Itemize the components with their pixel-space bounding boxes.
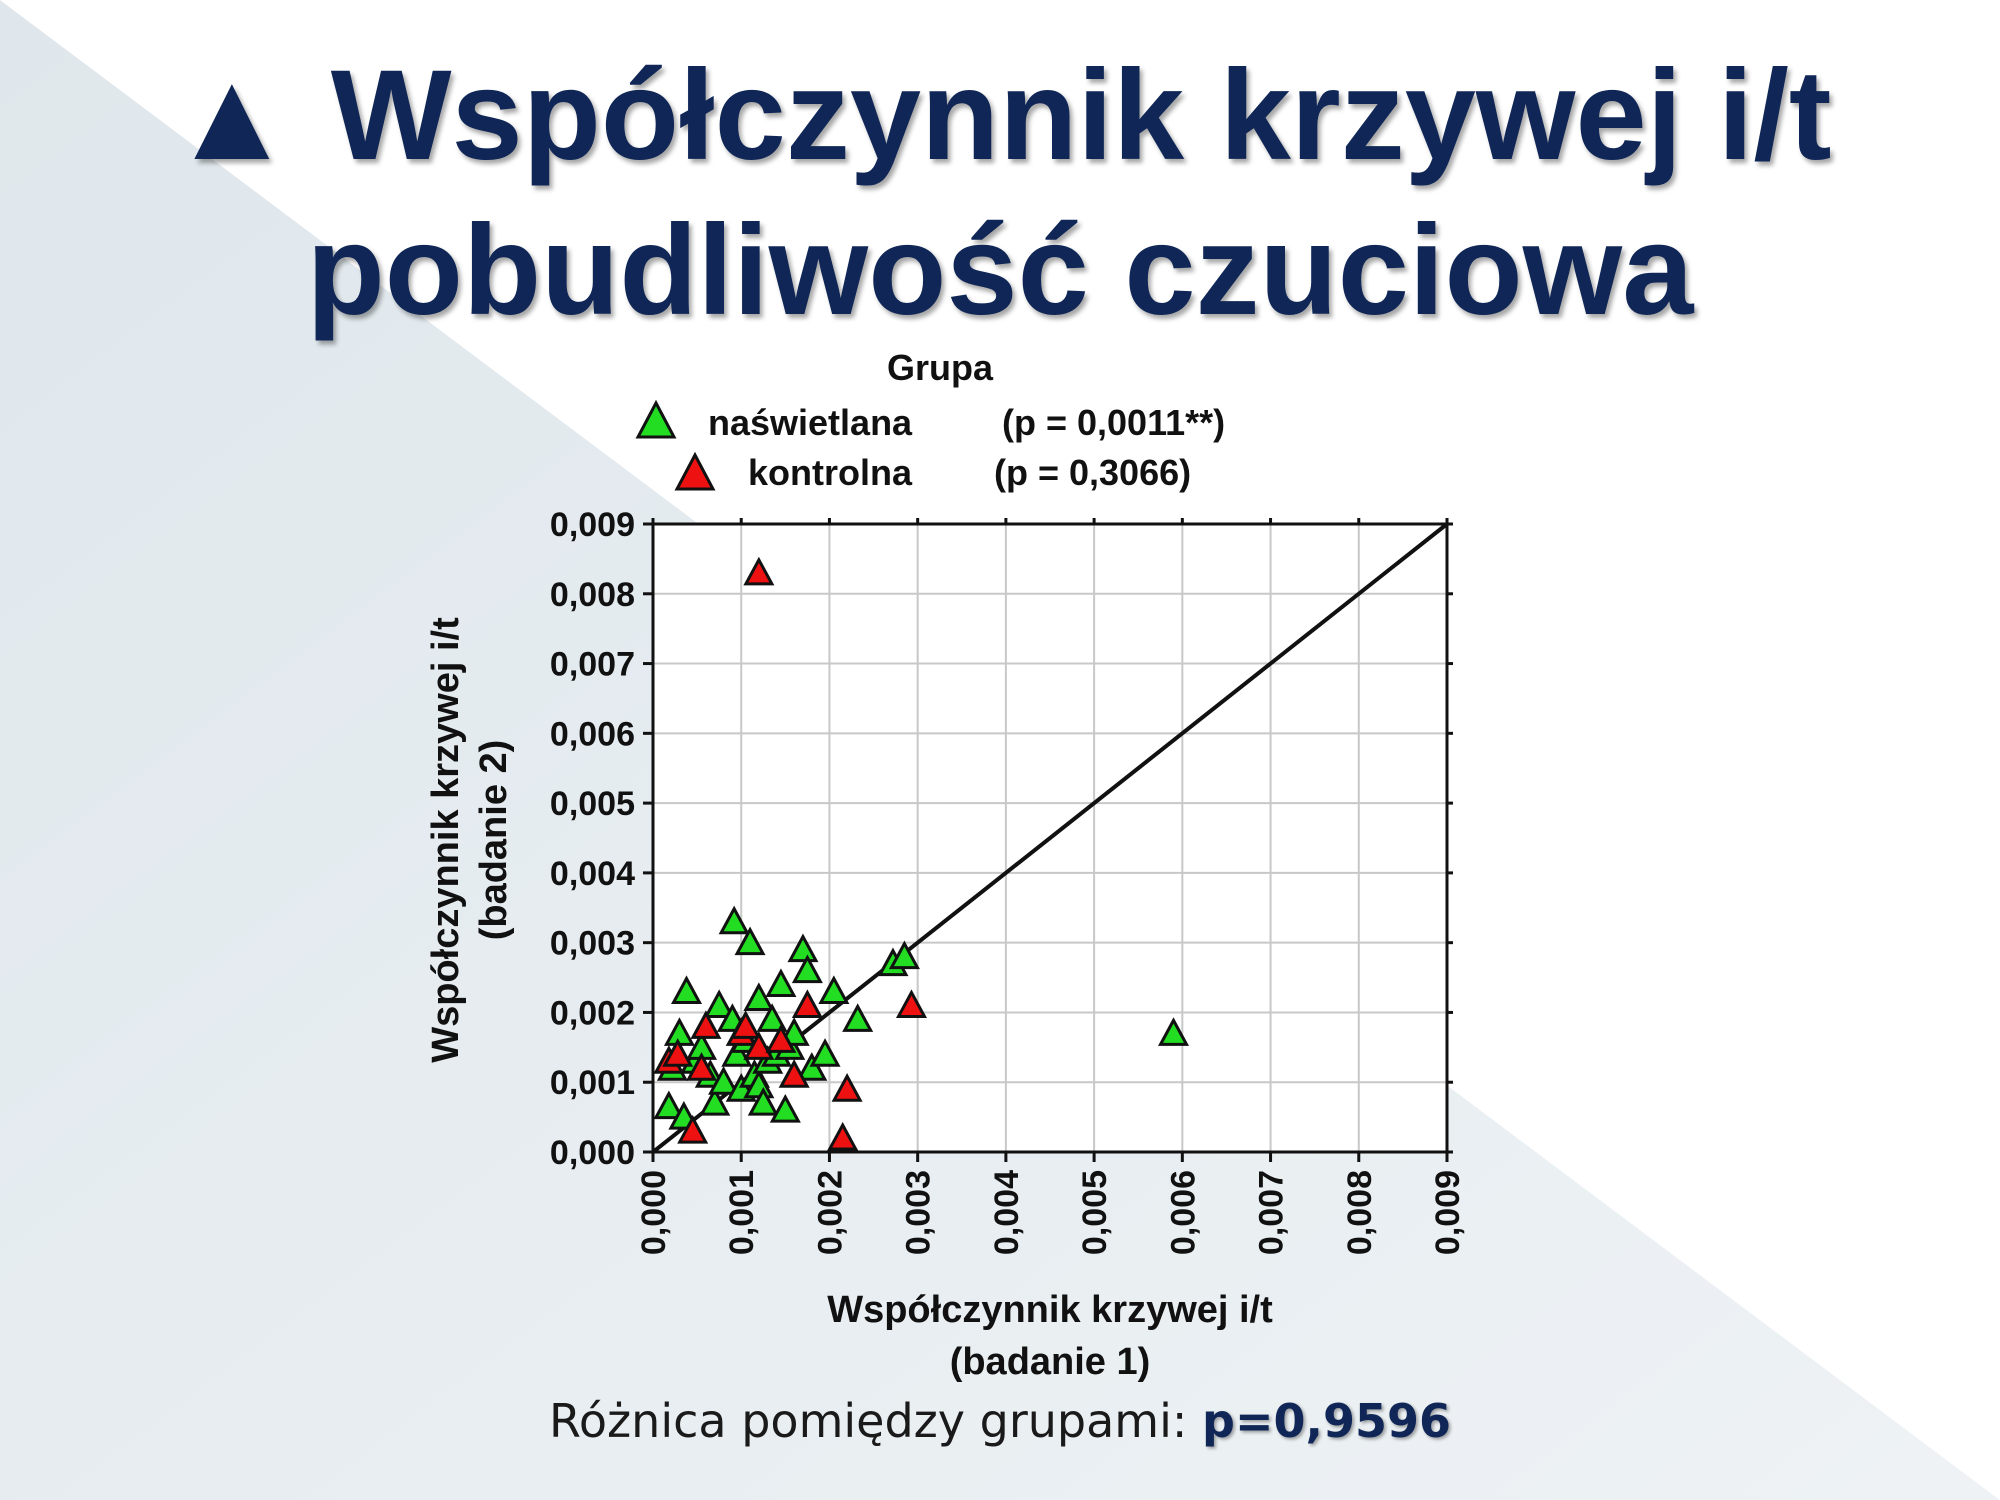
data-point-kontrolna — [778, 1059, 810, 1088]
legend-title: Grupa — [887, 347, 994, 388]
data-point-naswietlana — [747, 1087, 779, 1116]
y-tick-label: 0,002 — [550, 994, 635, 1032]
legend-marker-kontrolna — [674, 451, 716, 491]
data-point-kontrolna — [662, 1038, 694, 1067]
data-point-kontrolna — [677, 1114, 709, 1144]
x-tick-label: 0,004 — [988, 1170, 1026, 1255]
data-point-naswietlana — [743, 982, 775, 1011]
footer-label: Różnica pomiędzy grupami: — [549, 1394, 1203, 1448]
data-point-kontrolna — [827, 1121, 859, 1151]
slide-title-line-2: pobudliwość czuciowa — [0, 207, 2000, 335]
x-tick-label: 0,005 — [1076, 1170, 1114, 1255]
legend: Grupa naświetlana (p = 0,0011**) kontrol… — [635, 347, 1225, 493]
data-point-kontrolna — [686, 1052, 718, 1081]
legend-pvalue-kontrolna: (p = 0,3066) — [994, 452, 1191, 493]
data-point-naswietlana — [796, 1052, 828, 1081]
plot-area-frame — [651, 522, 1449, 1154]
legend-item-naswietlana: naświetlana (p = 0,0011**) — [635, 399, 1225, 443]
legend-pvalue-naswietlana: (p = 0,0011**) — [1002, 402, 1225, 443]
data-point-kontrolna — [791, 989, 823, 1018]
y-tick-label: 0,004 — [550, 855, 635, 893]
x-tick-label: 0,000 — [635, 1170, 673, 1255]
legend-label-naswietlana: naświetlana — [708, 402, 913, 443]
data-point-kontrolna — [765, 1024, 797, 1053]
x-axis-label-line-1: Współczynnik krzywej i/t — [827, 1289, 1273, 1331]
x-axis-label-line-2: (badanie 1) — [950, 1341, 1151, 1383]
data-point-kontrolna — [743, 1031, 775, 1060]
y-tick-label: 0,009 — [550, 506, 635, 544]
x-tick-label: 0,002 — [811, 1170, 849, 1255]
data-point-naswietlana — [721, 1038, 753, 1067]
axis-ticks: 0,000 0,001 0,002 0,003 0,004 0,005 0,006 0,007… — [550, 506, 1467, 1255]
y-tick-label: 0,005 — [550, 785, 635, 823]
data-point-kontrolna — [743, 556, 775, 586]
legend-marker-naswietlana — [635, 399, 677, 439]
data-point-naswietlana — [765, 968, 797, 998]
legend-label-kontrolna: kontrolna — [748, 452, 913, 493]
data-point-naswietlana — [888, 940, 920, 970]
data-point-naswietlana — [842, 1003, 874, 1032]
data-point-naswietlana — [1157, 1017, 1190, 1046]
x-tick-label: 0,006 — [1164, 1170, 1202, 1255]
data-point-kontrolna — [831, 1073, 863, 1102]
data-point-naswietlana — [791, 954, 823, 984]
data-points — [653, 556, 1190, 1151]
y-axis-label-line-2: (badanie 2) — [473, 740, 515, 941]
data-point-naswietlana — [734, 926, 766, 956]
data-point-naswietlana — [809, 1038, 841, 1067]
group-difference-footer: Różnica pomiędzy grupami: p=0,9596 — [0, 1398, 2000, 1444]
y-tick-label: 0,001 — [550, 1064, 635, 1102]
x-axis-label: Współczynnik krzywej i/t (badanie 1) — [827, 1289, 1273, 1383]
y-tick-label: 0,006 — [550, 715, 635, 753]
slide-title-line-1: ▲ Współczynnik krzywej i/t — [168, 44, 1832, 187]
data-point-kontrolna — [895, 989, 928, 1018]
data-point-naswietlana — [703, 989, 735, 1018]
data-point-naswietlana — [769, 1093, 801, 1123]
y-tick-label: 0,003 — [550, 925, 635, 963]
data-point-naswietlana — [671, 975, 703, 1005]
data-point-naswietlana — [756, 1003, 788, 1032]
x-tick-label: 0,009 — [1429, 1170, 1467, 1255]
data-point-naswietlana — [708, 1066, 740, 1095]
data-point-naswietlana — [653, 1090, 685, 1120]
y-tick-label: 0,000 — [550, 1134, 635, 1172]
data-point-naswietlana — [787, 933, 819, 963]
legend-item-kontrolna: kontrolna (p = 0,3066) — [674, 451, 1191, 493]
y-axis-label-line-1: Współczynnik krzywej i/t — [425, 617, 467, 1063]
x-tick-label: 0,001 — [723, 1170, 761, 1255]
data-point-naswietlana — [718, 905, 750, 935]
slide-title-line-2-text: pobudliwość czuciowa — [306, 199, 1694, 342]
y-axis-label: Współczynnik krzywej i/t (badanie 2) — [425, 617, 515, 1063]
data-point-kontrolna — [690, 1010, 722, 1039]
x-tick-label: 0,008 — [1341, 1170, 1379, 1255]
data-point-kontrolna — [730, 1010, 762, 1039]
x-tick-label: 0,007 — [1253, 1170, 1291, 1255]
x-tick-label: 0,003 — [900, 1170, 938, 1255]
y-tick-label: 0,007 — [550, 646, 635, 684]
y-tick-label: 0,008 — [550, 576, 635, 614]
data-point-naswietlana — [818, 975, 850, 1005]
footer-p-value: p=0,9596 — [1202, 1394, 1451, 1448]
data-point-naswietlana — [699, 1087, 731, 1116]
